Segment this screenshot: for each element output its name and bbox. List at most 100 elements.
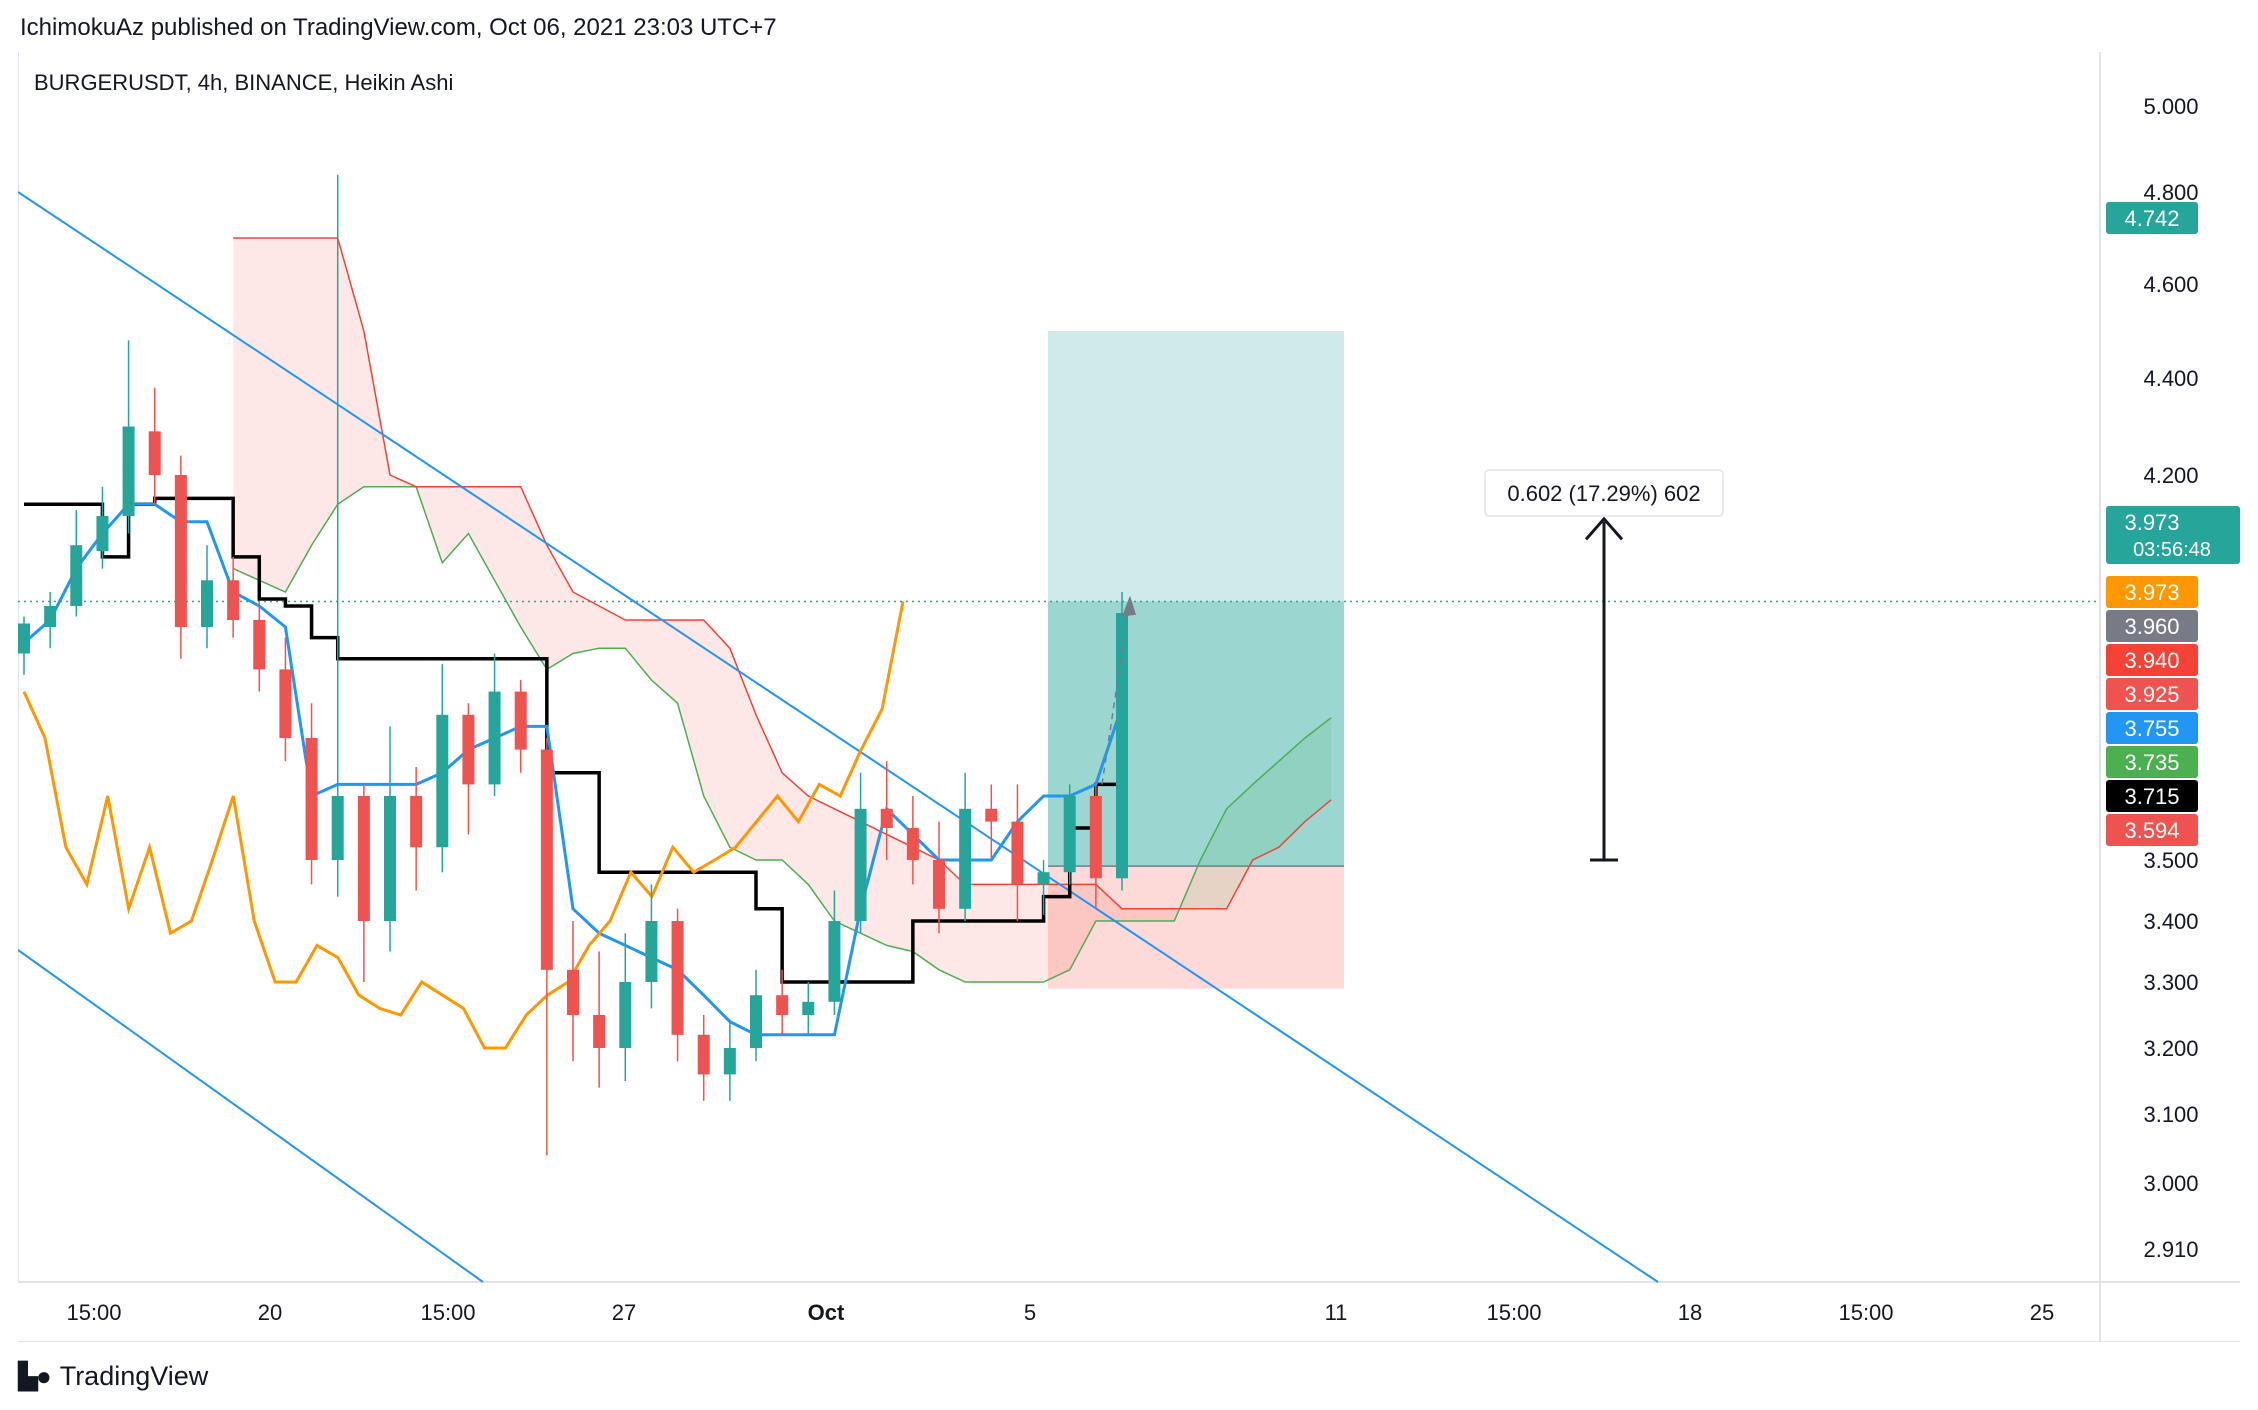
candle-body xyxy=(357,796,370,921)
price-tag[interactable]: 3.960 xyxy=(2106,610,2198,642)
cloud-segment xyxy=(625,620,652,680)
measure-label: 0.602 (17.29%) 602 xyxy=(1484,469,1724,517)
candle-body xyxy=(44,606,57,627)
cloud-segment xyxy=(1278,738,1305,848)
cloud-segment xyxy=(651,620,678,704)
candle-body xyxy=(514,691,527,750)
price-tag[interactable]: 3.925 xyxy=(2106,678,2198,710)
candle-body xyxy=(880,808,893,828)
price-tag-value: 3.960 xyxy=(2124,614,2179,639)
candle-body xyxy=(70,545,83,606)
time-tick-label: 15:00 xyxy=(1486,1300,1541,1325)
cloud-segment xyxy=(1200,808,1227,909)
cloud-segment xyxy=(1017,884,1044,982)
price-tag[interactable]: 3.715 xyxy=(2106,780,2198,812)
cloud-segment xyxy=(259,238,286,592)
price-tag-bg xyxy=(2106,746,2198,778)
candle-body xyxy=(1116,613,1128,879)
price-tag-countdown: 03:56:48 xyxy=(2133,539,2211,561)
price-tag[interactable]: 3.594 xyxy=(2106,814,2198,846)
candle-body xyxy=(854,808,867,921)
measure-label-text: 0.602 (17.29%) 602 xyxy=(1507,481,1700,506)
cloud-segment xyxy=(677,620,704,796)
cloud-segment xyxy=(834,808,861,934)
candle-body xyxy=(174,475,187,627)
price-tick-label: 4.800 xyxy=(2143,180,2198,205)
price-tag-bg xyxy=(2106,202,2198,234)
candle-body xyxy=(122,426,135,516)
cloud-segment xyxy=(860,821,887,946)
chikou-span-line xyxy=(22,601,905,1050)
candle-body xyxy=(201,580,213,627)
chart-frame[interactable]: 0.602 (17.29%) 602 5.000 4.800 4.600 4.400 4… xyxy=(17,52,2240,1343)
price-tag[interactable]: 3.973 03:56:48 xyxy=(2106,506,2240,564)
candle-body xyxy=(1063,796,1076,873)
cloud-segment xyxy=(1148,908,1175,921)
price-tag[interactable]: 3.755 xyxy=(2106,712,2198,744)
price-tag-bg xyxy=(2106,576,2198,608)
measure-arrowhead xyxy=(1584,516,1624,541)
cloud-segment xyxy=(468,486,495,581)
cloud-segment xyxy=(1226,784,1253,909)
candle-body xyxy=(436,714,449,848)
price-tick-label: 3.300 xyxy=(2143,970,2198,995)
cloud-segment xyxy=(311,238,338,546)
publisher-header: IchimokuAz published on TradingView.com,… xyxy=(20,14,777,41)
candle-body xyxy=(567,969,579,1015)
measure-label-box xyxy=(1484,469,1724,517)
senkou-span-b xyxy=(233,237,1332,910)
overlay-annotations: 0.602 (17.29%) 602 xyxy=(18,469,2100,862)
price-tag[interactable]: 3.973 xyxy=(2106,576,2198,608)
cloud-segment xyxy=(965,884,992,982)
cloud-segment xyxy=(573,592,600,654)
price-axis[interactable]: 5.000 4.800 4.600 4.400 4.200 3.500 3.400 3.300… xyxy=(2106,94,2240,1262)
price-tick-label: 4.600 xyxy=(2143,272,2198,297)
price-tag-bg xyxy=(2106,712,2198,744)
cloud-segment xyxy=(285,238,312,592)
candle-body xyxy=(1037,872,1050,885)
cloud-segment xyxy=(1069,884,1096,970)
price-tag[interactable]: 3.735 xyxy=(2106,746,2198,778)
candle-body xyxy=(1011,821,1024,885)
trendlines[interactable] xyxy=(17,191,1659,1283)
price-tick-label: 4.200 xyxy=(2143,463,2198,488)
price-tag-value: 3.755 xyxy=(2124,716,2179,741)
time-tick-label: 5 xyxy=(1024,1300,1036,1325)
cloud-segment xyxy=(782,772,809,885)
candle-body xyxy=(462,714,475,785)
price-tag[interactable]: 3.940 xyxy=(2106,644,2198,676)
price-tag-value: 3.735 xyxy=(2124,750,2179,775)
time-tick-label: 20 xyxy=(258,1300,282,1325)
cloud-segment xyxy=(756,714,783,860)
candle-body xyxy=(227,580,240,620)
cloud-segment xyxy=(729,648,756,860)
candle-body xyxy=(645,921,658,982)
cloud-segment xyxy=(912,847,939,970)
kijun-sen-line xyxy=(24,496,1124,984)
price-tag-bg xyxy=(2106,610,2198,642)
descending-trendline-upper xyxy=(17,191,1659,1283)
price-tag-value: 4.742 xyxy=(2124,206,2179,231)
time-tick-label: 15:00 xyxy=(66,1300,121,1325)
brand-name: TradingView xyxy=(59,1360,209,1391)
price-tag[interactable]: 4.742 xyxy=(2106,202,2198,234)
descending-trendline-lower xyxy=(17,949,484,1283)
price-tick-label: 3.000 xyxy=(2143,1171,2198,1196)
cloud-segment xyxy=(494,486,521,627)
price-tag-value: 3.940 xyxy=(2124,648,2179,673)
candle-body xyxy=(985,808,998,822)
cloud-segment xyxy=(991,884,1018,982)
candle-body xyxy=(959,808,972,909)
price-chart[interactable]: 0.602 (17.29%) 602 5.000 4.800 4.600 4.400 4… xyxy=(17,52,2240,1343)
time-axis[interactable]: 15:00 20 15:00 27 Oct 5 11 15:00 18 15:00 25 xyxy=(66,1300,2054,1325)
candle-body xyxy=(1089,796,1102,879)
cloud-segment xyxy=(1305,717,1332,822)
cloud-segment xyxy=(520,486,547,670)
price-tick-label: 3.400 xyxy=(2143,909,2198,934)
candle-body xyxy=(279,669,292,738)
price-tag-value: 3.973 xyxy=(2124,580,2179,605)
candle-body xyxy=(540,749,553,970)
candle-body xyxy=(697,1034,710,1075)
projection-arrowhead xyxy=(1122,595,1136,617)
price-tick-label: 3.100 xyxy=(2143,1102,2198,1127)
